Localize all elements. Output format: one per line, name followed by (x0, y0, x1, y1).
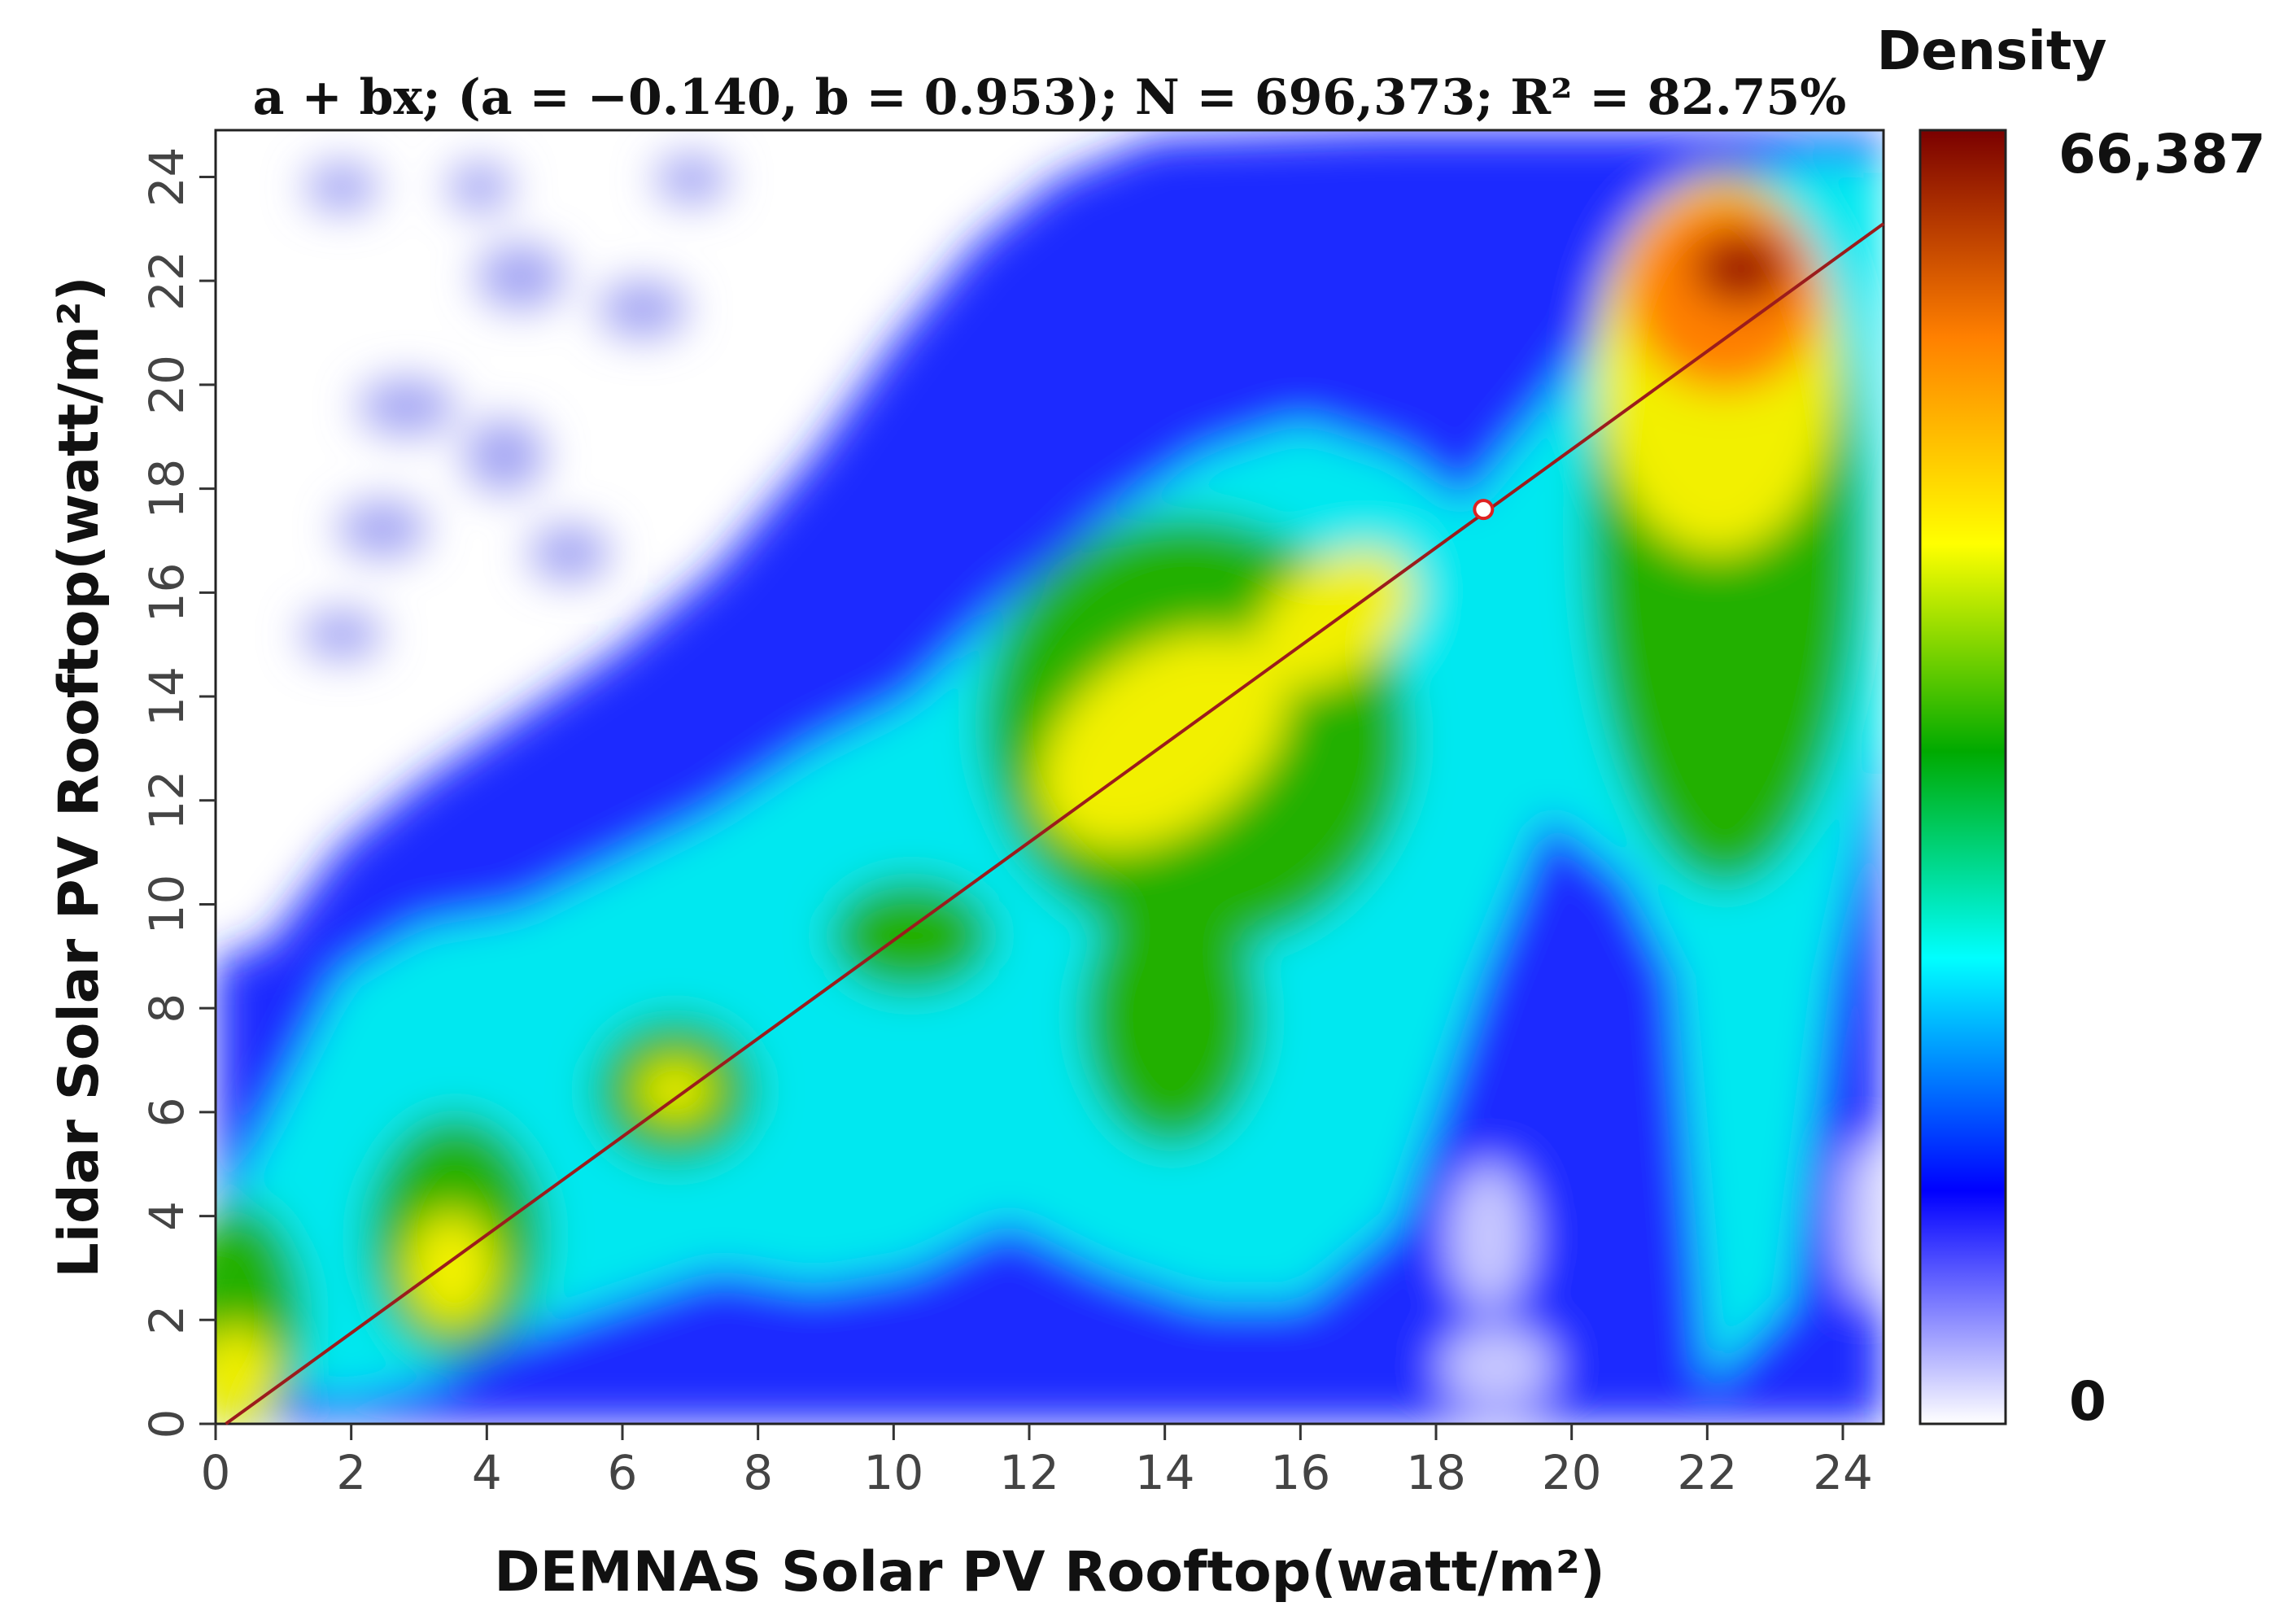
x-tick-label: 10 (863, 1445, 923, 1500)
x-tick-label: 14 (1135, 1445, 1195, 1500)
density-speckles (301, 155, 728, 659)
fit-layer (225, 222, 1885, 1425)
y-axis-title: Lidar Solar PV Rooftop(watt/m²) (47, 276, 111, 1277)
colorbar-gradient (1919, 129, 2007, 1425)
y-tick-label: 8 (139, 993, 194, 1024)
y-tick-label: 10 (139, 875, 194, 935)
density-region-peak (1692, 232, 1790, 305)
x-axis-title: DEMNAS Solar PV Rooftop(watt/m²) (494, 1540, 1605, 1604)
colorbar-title: Density (1876, 20, 2106, 82)
x-tick-label: 4 (472, 1445, 502, 1500)
x-tick-label: 8 (743, 1445, 773, 1500)
x-tick-label: 6 (608, 1445, 638, 1500)
colorbar-min-label: 0 (2069, 1370, 2106, 1433)
density-field (216, 130, 1884, 1424)
y-tick-label: 16 (139, 562, 194, 622)
colorbar-max-label: 66,387 (2058, 123, 2266, 186)
x-tick-label: 20 (1542, 1445, 1602, 1500)
x-tick-label: 2 (336, 1445, 366, 1500)
y-tick-label: 18 (139, 459, 194, 519)
plot-area (214, 129, 1885, 1425)
x-tick-label: 12 (999, 1445, 1059, 1500)
y-tick-label: 14 (139, 666, 194, 727)
y-tick-label: 20 (139, 355, 194, 415)
y-tick-label: 22 (139, 251, 194, 311)
chart-title: a + bx; (a = −0.140, b = 0.953); N = 696… (253, 69, 1847, 126)
density-low-patches (1440, 1139, 1884, 1408)
y-tick-label: 4 (139, 1201, 194, 1231)
y-tick-label: 6 (139, 1097, 194, 1127)
colorbar: Density 66,387 0 (1876, 20, 2265, 1433)
x-tick-label: 24 (1813, 1445, 1873, 1500)
y-tick-label: 12 (139, 771, 194, 831)
x-tick-label: 0 (201, 1445, 231, 1500)
x-axis: 0 2 4 6 8 10 12 14 16 18 20 22 24 (201, 1424, 1873, 1500)
y-tick-label: 24 (139, 147, 194, 207)
marked-point (1473, 499, 1495, 521)
x-tick-label: 22 (1677, 1445, 1737, 1500)
x-tick-label: 16 (1270, 1445, 1330, 1500)
regression-line (225, 222, 1885, 1425)
y-tick-label: 2 (139, 1305, 194, 1335)
y-tick-label: 0 (139, 1409, 194, 1439)
x-tick-label: 18 (1406, 1445, 1466, 1500)
plot-frame (214, 129, 1885, 1425)
